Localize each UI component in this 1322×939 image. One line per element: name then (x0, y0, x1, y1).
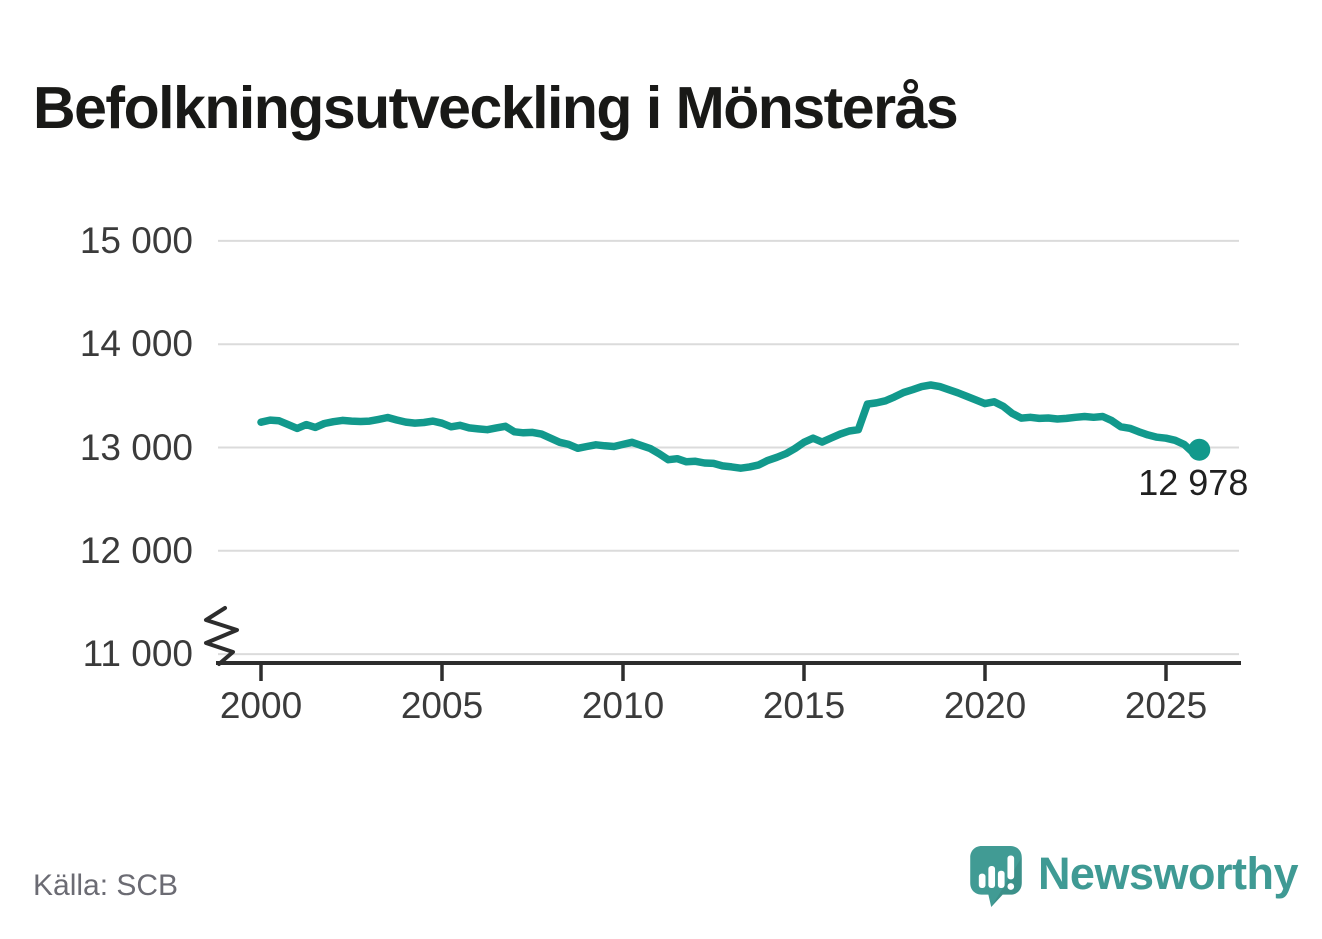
source-label: Källa: SCB (33, 869, 179, 902)
end-value-label: 12 978 (1138, 461, 1249, 503)
y-tick-label: 11 000 (82, 633, 193, 675)
newsworthy-icon (970, 845, 1022, 908)
chart-title: Befolkningsutveckling i Mönsterås (33, 74, 959, 141)
y-tick-label: 14 000 (79, 323, 193, 365)
x-tick-label: 2020 (943, 685, 1027, 726)
x-tick-label: 2010 (581, 685, 665, 726)
x-axis-ticks (259, 663, 1168, 681)
newsworthy-wordmark: Newsworthy (1037, 848, 1299, 899)
axis-break-squiggle-icon (204, 606, 239, 666)
end-point-dot (1188, 438, 1211, 461)
x-tick-label: 2025 (1124, 685, 1208, 726)
population-series-line (257, 381, 1204, 472)
newsworthy-logo: Newsworthy (969, 845, 1299, 908)
x-tick-label: 2015 (762, 685, 846, 726)
gridlines (218, 239, 1239, 656)
y-tick-label: 13 000 (79, 426, 193, 468)
y-tick-label: 12 000 (79, 529, 193, 571)
x-tick-label: 2000 (219, 685, 303, 726)
y-tick-label: 15 000 (79, 219, 193, 261)
x-tick-label: 2005 (400, 685, 484, 726)
